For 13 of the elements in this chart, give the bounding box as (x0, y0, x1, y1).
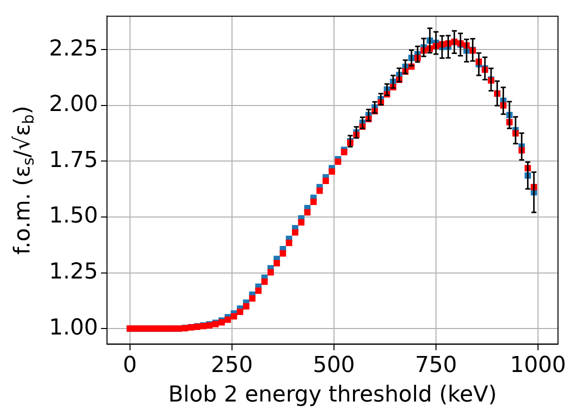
y-tick-label: 1.75 (49, 148, 98, 173)
y-tick-label: 1.50 (49, 204, 98, 229)
x-tick-label: 750 (414, 353, 457, 378)
y-tick-label: 2.00 (49, 92, 98, 118)
x-axis-title: Blob 2 energy threshold (keV) (168, 382, 497, 408)
x-tick-label: 0 (122, 353, 137, 378)
y-tick-label: 1.25 (49, 260, 98, 285)
y-tick-label: 1.00 (49, 315, 98, 340)
x-tick-label: 250 (210, 353, 253, 378)
y-tick-label: 2.25 (49, 36, 98, 62)
x-tick-label: 500 (312, 353, 355, 378)
y-axis-title: f.o.m. (εs/√εb) (10, 106, 38, 255)
x-tick-label: 1000 (510, 353, 566, 378)
